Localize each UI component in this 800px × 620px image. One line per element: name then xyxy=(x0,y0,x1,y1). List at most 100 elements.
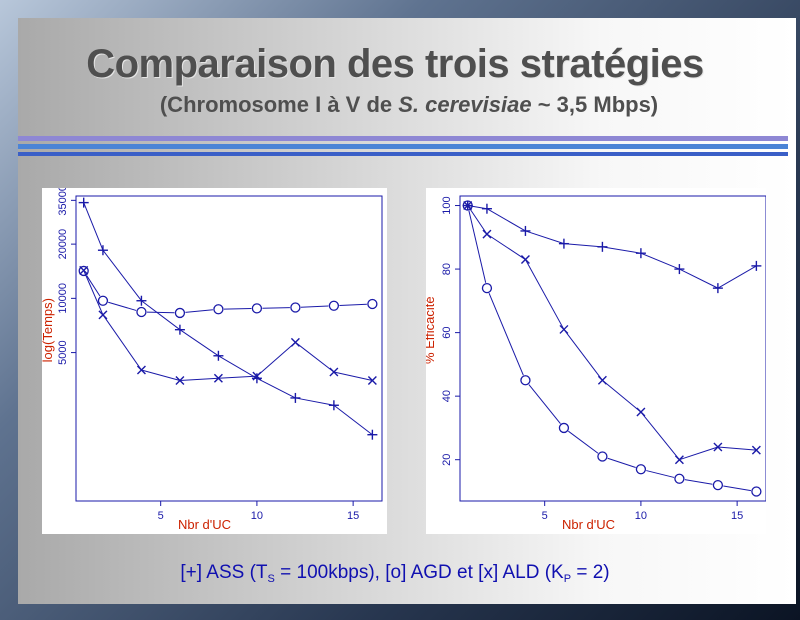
chart-time: 5 10 15 5000 10000 20000 35000 Nbr d'UC log(Te… xyxy=(42,188,387,534)
caption-sub-1: S xyxy=(267,573,275,585)
chart-time-background xyxy=(42,188,387,534)
chart-efficiency-ytick-label-2: 60 xyxy=(441,326,453,338)
chart-efficiency-series-cross-point-4 xyxy=(597,375,607,385)
chart-time-xtick-label-1: 10 xyxy=(251,510,263,522)
chart-time-series-cross-segment-6 xyxy=(295,341,335,373)
chart-efficiency-ytick-label-1: 40 xyxy=(441,390,453,402)
chart-efficiency-series-cross-point-2 xyxy=(520,255,530,265)
caption-part-3: = 2) xyxy=(571,562,610,583)
chart-time-series-cross-point-7 xyxy=(329,367,339,377)
chart-efficiency-ylabel: % Efficacité xyxy=(426,296,437,364)
chart-time-series-plus-segment-5 xyxy=(256,377,296,399)
chart-time-series-circle-segment-4 xyxy=(223,307,252,310)
chart-time-series-cross-segment-1 xyxy=(102,314,142,371)
chart-time-xtick-label-2: 15 xyxy=(347,510,359,522)
chart-time-series-plus-point-0 xyxy=(78,197,89,208)
chart-efficiency-xtick-label-1: 10 xyxy=(635,510,647,522)
chart-efficiency-series-plus-segment-4 xyxy=(602,246,641,254)
chart-time-series-circle-segment-2 xyxy=(146,311,175,314)
chart-time-series-circle-segment-1 xyxy=(108,301,137,311)
chart-efficiency: 5 10 15 20 40 60 80 100 Nbr d'UC % Efficacité xyxy=(426,188,766,534)
chart-time-series-circle-point-1 xyxy=(97,295,109,306)
chart-time-series-circle-point-3 xyxy=(174,307,186,319)
chart-time-ylabel: log(Temps) xyxy=(42,298,55,362)
chart-efficiency-plot-box xyxy=(459,195,766,502)
chart-efficiency-series-plus-point-3 xyxy=(558,238,569,249)
chart-efficiency-xlabel: Nbr d'UC xyxy=(562,517,615,532)
chart-time-series-circle-segment-6 xyxy=(300,305,329,308)
chart-time-series-cross-point-4 xyxy=(213,373,223,383)
chart-efficiency-series-cross-point-7 xyxy=(713,442,723,452)
chart-time-series-cross-segment-0 xyxy=(83,270,104,316)
chart-time-series-cross-point-8 xyxy=(367,375,377,385)
caption-part-2: = 100kbps), [o] AGD et [x] ALD (K xyxy=(274,562,564,583)
chart-efficiency-series-plus-segment-5 xyxy=(640,252,680,270)
chart-time-xlabel: Nbr d'UC xyxy=(178,517,231,532)
chart-efficiency-series-plus-segment-1 xyxy=(486,208,526,232)
chart-efficiency-series-plus-point-7 xyxy=(712,283,723,294)
chart-efficiency-series-cross-segment-7 xyxy=(717,446,757,451)
title-stripe-1 xyxy=(18,136,788,141)
chart-efficiency-series-cross-segment-1 xyxy=(486,233,526,260)
chart-efficiency-series-circle-segment-0 xyxy=(468,210,487,283)
chart-efficiency-series-circle-segment-7 xyxy=(723,485,752,492)
chart-time-series-circle-segment-3 xyxy=(185,309,213,313)
chart-efficiency-series-circle-segment-1 xyxy=(488,293,524,376)
chart-time-series-cross-segment-7 xyxy=(333,371,373,381)
chart-efficiency-ytick-label-3: 80 xyxy=(441,263,453,275)
chart-efficiency-series-circle-segment-4 xyxy=(607,457,636,468)
chart-efficiency-series-circle-point-7 xyxy=(712,479,724,491)
chart-efficiency-series-cross-segment-3 xyxy=(563,329,603,381)
chart-efficiency-series-plus-segment-2 xyxy=(525,230,565,245)
chart-time-series-circle-segment-7 xyxy=(339,303,367,306)
legend-caption: [+] ASS (TS = 100kbps), [o] AGD et [x] A… xyxy=(0,562,790,585)
chart-time-series-plus-point-5 xyxy=(251,373,262,384)
chart-time-series-circle-point-5 xyxy=(251,303,263,314)
chart-time-series-circle-point-0 xyxy=(78,265,89,277)
chart-time-series-cross-point-2 xyxy=(136,365,146,375)
chart-efficiency-series-cross-point-0 xyxy=(463,201,473,211)
chart-efficiency-series-cross-point-3 xyxy=(559,324,569,334)
chart-time-series-cross-segment-4 xyxy=(218,375,257,379)
chart-efficiency-series-circle-point-0 xyxy=(462,200,473,211)
chart-efficiency-marks xyxy=(462,200,762,497)
chart-time-series-circle-point-6 xyxy=(290,302,301,313)
chart-time-series-plus-segment-4 xyxy=(218,355,258,379)
chart-efficiency-ticks: 5 10 15 20 40 60 80 100 xyxy=(441,196,743,522)
chart-efficiency-series-plus-point-1 xyxy=(481,203,492,214)
chart-efficiency-series-plus-point-4 xyxy=(597,241,608,252)
chart-efficiency-series-cross-segment-5 xyxy=(640,411,680,461)
chart-efficiency-series-cross-segment-2 xyxy=(524,259,565,330)
chart-time-series-plus-segment-7 xyxy=(333,404,373,436)
title-stripe-2 xyxy=(18,144,788,149)
chart-efficiency-background xyxy=(426,188,766,534)
subtitle-text-start: (Chromosome I à V de xyxy=(159,92,399,117)
chart-time-series-cross-point-3 xyxy=(175,375,185,385)
chart-efficiency-ytick-label-4: 100 xyxy=(441,196,453,214)
chart-efficiency-series-circle-point-4 xyxy=(597,451,608,462)
chart-efficiency-xtick-label-0: 5 xyxy=(542,510,548,522)
chart-time-marks xyxy=(78,197,378,440)
chart-efficiency-series-circle-point-8 xyxy=(751,486,762,497)
chart-efficiency-series-cross-segment-6 xyxy=(679,446,719,461)
chart-time-ytick-label-3: 35000 xyxy=(57,188,69,216)
chart-time-ticks: 5 10 15 5000 10000 20000 35000 xyxy=(57,188,359,522)
chart-efficiency-series-circle-point-6 xyxy=(674,473,685,484)
caption-part-1: [+] ASS (T xyxy=(180,562,268,583)
chart-time-series-cross-segment-2 xyxy=(141,369,181,381)
chart-efficiency-series-cross-segment-0 xyxy=(467,205,488,235)
subtitle-text-end: ~ 3,5 Mbps) xyxy=(531,92,659,117)
chart-time-series-cross-point-6 xyxy=(290,337,300,347)
chart-efficiency-series-circle-point-5 xyxy=(635,464,647,475)
chart-time-series-circle-point-7 xyxy=(328,300,340,311)
caption-sub-2: P xyxy=(563,573,572,585)
chart-efficiency-series-circle-segment-5 xyxy=(646,470,675,478)
chart-efficiency-series-plus-point-5 xyxy=(635,248,646,259)
chart-efficiency-ytick-label-0: 20 xyxy=(441,454,453,466)
chart-efficiency-series-cross-point-5 xyxy=(636,407,646,417)
chart-time-series-plus-point-8 xyxy=(367,429,378,440)
chart-time-series-plus-point-2 xyxy=(136,295,147,306)
title-stripe-3 xyxy=(18,152,788,156)
chart-efficiency-series-cross-point-1 xyxy=(482,229,492,239)
chart-time-series-plus-point-4 xyxy=(213,350,224,361)
